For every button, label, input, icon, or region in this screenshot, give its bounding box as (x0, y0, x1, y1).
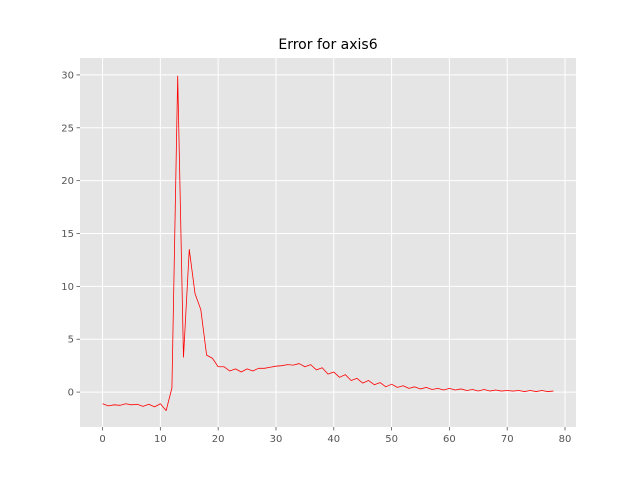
x-tick-label: 0 (99, 434, 105, 445)
y-tick-label: 0 (68, 388, 74, 399)
chart-title: Error for axis6 (278, 37, 377, 53)
x-tick-label: 30 (270, 434, 283, 445)
y-tick-label: 30 (61, 70, 74, 81)
x-tick-label: 50 (385, 434, 398, 445)
x-tick-label: 10 (154, 434, 167, 445)
y-tick-label: 20 (61, 176, 74, 187)
x-tick-label: 40 (327, 434, 340, 445)
y-tick-label: 10 (61, 282, 74, 293)
axis-ticks: 0 10 20 30 40 50 60 70 80 0 5 10 15 20 25 30 (61, 70, 571, 445)
y-tick-label: 5 (68, 335, 74, 346)
y-tick-label: 15 (61, 229, 74, 240)
y-tick-label: 25 (61, 123, 74, 134)
grid-lines (80, 58, 576, 427)
plot-area (80, 58, 576, 427)
x-tick-label: 60 (443, 434, 456, 445)
series-layer (102, 75, 554, 412)
series-line (102, 75, 554, 412)
x-tick-label: 20 (212, 434, 225, 445)
x-tick-label: 80 (559, 434, 572, 445)
x-tick-label: 70 (501, 434, 514, 445)
